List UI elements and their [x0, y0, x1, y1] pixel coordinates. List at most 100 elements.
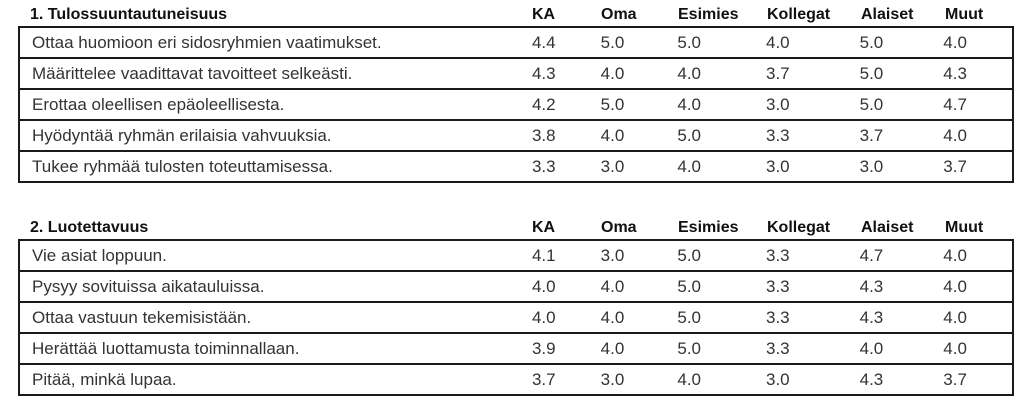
column-header-oma: Oma [601, 219, 637, 236]
rating-table: Vie asiat loppuun. 4.1 3.0 5.0 3.3 4.7 4… [18, 239, 1014, 396]
table-row: Ottaa huomioon eri sidosryhmien vaatimuk… [20, 28, 1012, 57]
row-label: Määrittelee vaadittavat tavoitteet selke… [32, 63, 353, 83]
value-ka: 3.7 [531, 369, 556, 389]
value-esimies: 5.0 [677, 276, 701, 296]
value-ka: 3.8 [531, 125, 556, 145]
column-header-alaiset: Alaiset [861, 219, 914, 236]
value-alaiset: 3.0 [859, 156, 884, 176]
column-header-muut: Muut [945, 6, 984, 23]
value-kollegat: 3.0 [766, 156, 790, 176]
value-esimies: 4.0 [677, 156, 701, 176]
rating-table: Ottaa huomioon eri sidosryhmien vaatimuk… [18, 26, 1014, 183]
value-ka: 3.3 [531, 156, 556, 176]
value-oma: 5.0 [600, 32, 625, 52]
value-esimies: 5.0 [677, 125, 701, 145]
column-header-kollegat: Kollegat [767, 219, 831, 236]
value-alaiset: 5.0 [859, 94, 884, 114]
value-kollegat: 3.3 [766, 307, 790, 327]
value-muut: 3.7 [943, 156, 967, 176]
table-row: Erottaa oleellisen epäoleellisesta. 4.2 … [20, 88, 1012, 119]
value-esimies: 4.0 [677, 94, 701, 114]
column-header-ka: KA [532, 6, 556, 23]
value-kollegat: 4.0 [766, 32, 790, 52]
column-header-esimies: Esimies [678, 6, 739, 23]
row-label: Pysyy sovituissa aikatauluissa. [32, 276, 265, 296]
value-ka: 4.0 [531, 307, 556, 327]
row-label: Ottaa vastuun tekemisistään. [32, 307, 252, 327]
table-row: Pitää, minkä lupaa. 3.7 3.0 4.0 3.0 4.3 … [20, 363, 1012, 394]
table-row: Pysyy sovituissa aikatauluissa. 4.0 4.0 … [20, 270, 1012, 301]
value-esimies: 5.0 [677, 245, 701, 265]
value-ka: 3.9 [531, 338, 556, 358]
row-label: Tukee ryhmää tulosten toteuttamisessa. [32, 156, 333, 176]
column-header-esimies: Esimies [678, 219, 739, 236]
value-esimies: 5.0 [677, 32, 701, 52]
section-title: 2. Luotettavuus [30, 219, 149, 236]
value-muut: 4.0 [943, 125, 967, 145]
value-oma: 3.0 [600, 245, 625, 265]
column-header-ka: KA [532, 219, 556, 236]
column-header-kollegat: Kollegat [767, 6, 831, 23]
table-row: Ottaa vastuun tekemisistään. 4.0 4.0 5.0… [20, 301, 1012, 332]
value-kollegat: 3.0 [766, 94, 790, 114]
column-header-alaiset: Alaiset [861, 6, 914, 23]
value-muut: 3.7 [943, 369, 967, 389]
value-esimies: 4.0 [677, 369, 701, 389]
value-kollegat: 3.3 [766, 125, 790, 145]
value-esimies: 5.0 [677, 307, 701, 327]
value-muut: 4.0 [943, 338, 967, 358]
value-ka: 4.3 [531, 63, 556, 83]
value-esimies: 4.0 [677, 63, 701, 83]
value-oma: 4.0 [600, 338, 625, 358]
value-muut: 4.0 [943, 276, 967, 296]
value-muut: 4.0 [943, 245, 967, 265]
column-header-muut: Muut [945, 219, 984, 236]
value-kollegat: 3.3 [766, 245, 790, 265]
row-label: Herättää luottamusta toiminnallaan. [32, 338, 300, 358]
value-oma: 5.0 [600, 94, 625, 114]
value-muut: 4.0 [943, 307, 967, 327]
value-alaiset: 4.3 [859, 276, 884, 296]
section-tulossuuntautuneisuus: 1. Tulossuuntautuneisuus KA Oma Esimies … [18, 4, 1014, 183]
value-muut: 4.7 [943, 94, 967, 114]
value-ka: 4.1 [531, 245, 556, 265]
value-oma: 4.0 [600, 276, 625, 296]
section-header: 1. Tulossuuntautuneisuus KA Oma Esimies … [18, 4, 1014, 26]
table-row: Tukee ryhmää tulosten toteuttamisessa. 3… [20, 150, 1012, 181]
value-oma: 4.0 [600, 307, 625, 327]
value-alaiset: 3.7 [859, 125, 884, 145]
value-alaiset: 5.0 [859, 63, 884, 83]
value-kollegat: 3.7 [766, 63, 790, 83]
value-kollegat: 3.3 [766, 276, 790, 296]
row-label: Hyödyntää ryhmän erilaisia vahvuuksia. [32, 125, 332, 145]
value-alaiset: 4.3 [859, 307, 884, 327]
value-muut: 4.3 [943, 63, 967, 83]
table-row: Hyödyntää ryhmän erilaisia vahvuuksia. 3… [20, 119, 1012, 150]
table-row: Määrittelee vaadittavat tavoitteet selke… [20, 57, 1012, 88]
row-label: Vie asiat loppuun. [32, 245, 167, 265]
section-luotettavuus: 2. Luotettavuus KA Oma Esimies Kollegat … [18, 217, 1014, 396]
value-esimies: 5.0 [677, 338, 701, 358]
value-alaiset: 4.0 [859, 338, 884, 358]
value-ka: 4.4 [531, 32, 556, 52]
value-kollegat: 3.3 [766, 338, 790, 358]
table-row: Herättää luottamusta toiminnallaan. 3.9 … [20, 332, 1012, 363]
column-header-oma: Oma [601, 6, 637, 23]
section-header: 2. Luotettavuus KA Oma Esimies Kollegat … [18, 217, 1014, 239]
value-oma: 4.0 [600, 63, 625, 83]
row-label: Pitää, minkä lupaa. [32, 369, 177, 389]
value-alaiset: 5.0 [859, 32, 884, 52]
value-alaiset: 4.3 [859, 369, 884, 389]
value-muut: 4.0 [943, 32, 967, 52]
value-ka: 4.0 [531, 276, 556, 296]
row-label: Ottaa huomioon eri sidosryhmien vaatimuk… [32, 32, 382, 52]
row-label: Erottaa oleellisen epäoleellisesta. [32, 94, 285, 114]
value-oma: 3.0 [600, 156, 625, 176]
value-kollegat: 3.0 [766, 369, 790, 389]
value-oma: 3.0 [600, 369, 625, 389]
section-title: 1. Tulossuuntautuneisuus [30, 6, 228, 23]
table-row: Vie asiat loppuun. 4.1 3.0 5.0 3.3 4.7 4… [20, 241, 1012, 270]
value-oma: 4.0 [600, 125, 625, 145]
value-ka: 4.2 [531, 94, 556, 114]
value-alaiset: 4.7 [859, 245, 884, 265]
